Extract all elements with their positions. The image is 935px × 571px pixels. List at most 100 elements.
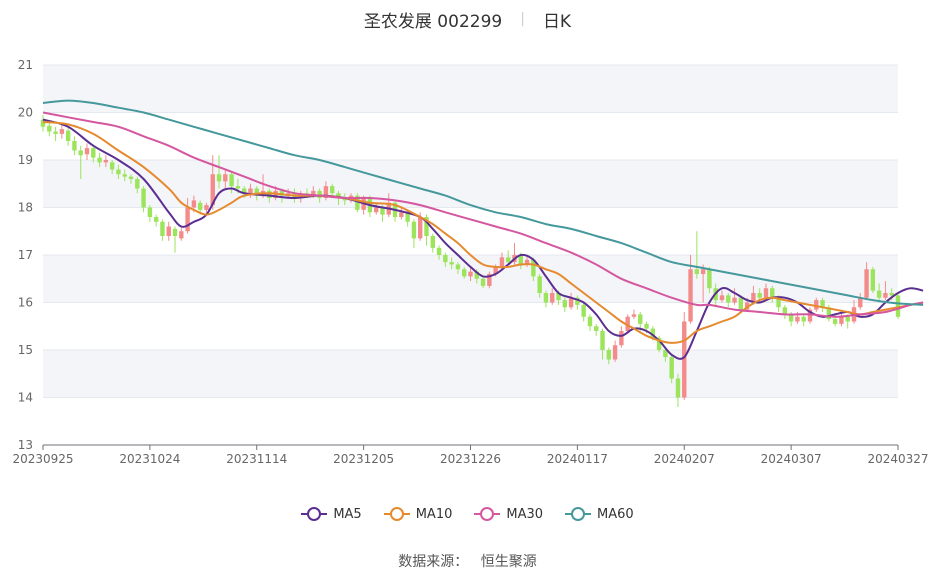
grid-band — [43, 160, 898, 208]
ma-line-ma5 — [42, 118, 924, 360]
candle-body — [468, 271, 473, 277]
candle — [147, 205, 153, 222]
candle — [531, 257, 536, 282]
candle-body — [210, 174, 215, 206]
candle-body — [493, 266, 498, 274]
x-tick-label: 20231226 — [440, 452, 501, 466]
y-tick-label: 18 — [18, 201, 33, 215]
legend-label: MA10 — [415, 506, 453, 522]
candle-body — [179, 231, 184, 239]
candle-body — [399, 212, 404, 217]
candle-body — [141, 188, 146, 208]
legend-item-ma5[interactable]: MA5 — [301, 506, 362, 522]
candle — [399, 207, 404, 220]
candle — [851, 300, 857, 324]
candle — [612, 340, 618, 362]
candle — [455, 262, 461, 274]
candle — [719, 290, 725, 303]
candle-body — [405, 212, 410, 222]
candle — [675, 373, 681, 407]
candle — [575, 295, 580, 310]
candle-body — [619, 331, 624, 346]
candle-body — [323, 186, 329, 198]
candle-body — [650, 328, 656, 339]
candle — [443, 252, 448, 267]
candle-body — [197, 202, 203, 210]
candle-body — [172, 228, 178, 236]
candle-body — [606, 350, 612, 360]
candle — [487, 271, 492, 289]
candle-body — [663, 350, 668, 358]
x-tick-label: 20231205 — [333, 452, 394, 466]
ma-line-ma60 — [42, 99, 924, 306]
legend-item-ma30[interactable]: MA30 — [474, 507, 543, 522]
legend-swatch — [565, 507, 592, 521]
candle-body — [543, 293, 549, 303]
candle-body — [153, 217, 159, 222]
candle-body — [254, 188, 259, 196]
candle-body — [204, 205, 209, 210]
legend-item-ma10[interactable]: MA10 — [383, 506, 453, 522]
x-tick-label: 20240307 — [761, 452, 822, 466]
candle-body — [241, 188, 247, 194]
y-tick-label: 15 — [18, 343, 33, 357]
candle — [65, 126, 71, 146]
candle — [216, 155, 222, 189]
candle-body — [587, 316, 593, 327]
title-separator: | — [520, 11, 525, 27]
legend-item-ma60[interactable]: MA60 — [565, 507, 634, 522]
candle — [223, 169, 228, 189]
candle-body — [91, 148, 96, 158]
y-tick-label: 13 — [18, 438, 33, 452]
candle — [91, 145, 96, 163]
legend-swatch — [474, 507, 501, 521]
candle-body — [638, 314, 643, 324]
candle-body — [556, 293, 561, 301]
candle-body — [430, 236, 435, 248]
candle — [782, 304, 788, 320]
candle-body — [788, 314, 794, 322]
candle — [707, 266, 712, 293]
candle-body — [462, 269, 467, 277]
candle-body — [682, 321, 687, 398]
candle-body — [418, 217, 423, 239]
candle-body — [424, 217, 429, 236]
candle-body — [216, 174, 222, 182]
period-label: 日K — [542, 11, 572, 32]
candle — [153, 214, 159, 227]
candle-body — [751, 293, 756, 303]
grid-band — [43, 65, 898, 113]
y-tick-label: 21 — [18, 58, 33, 72]
legend-label: MA5 — [333, 506, 362, 522]
candle — [770, 285, 775, 303]
candle-body — [65, 130, 71, 141]
candle — [870, 266, 876, 293]
candle-body — [336, 193, 341, 198]
candle — [122, 169, 127, 182]
candle-body — [839, 316, 844, 324]
y-tick-label: 17 — [18, 248, 33, 262]
candle-body — [518, 255, 523, 265]
candle-body — [229, 174, 234, 187]
legend-label: MA60 — [597, 506, 634, 522]
x-tick-label: 20231114 — [226, 452, 287, 466]
x-axis: 20230925 20231024 20231114 20231205 20231226… — [12, 444, 929, 466]
candle — [656, 335, 662, 353]
candle-body — [820, 300, 825, 308]
candle — [185, 198, 190, 234]
candle-body — [738, 297, 744, 310]
source-value: 恒生聚源 — [480, 554, 537, 570]
candle — [78, 145, 83, 179]
candle — [179, 226, 184, 241]
candle — [543, 290, 549, 308]
candle-body — [480, 278, 486, 286]
candle-body — [594, 326, 599, 331]
candle-body — [550, 293, 555, 303]
candle — [568, 293, 574, 310]
candle-body — [248, 188, 253, 194]
candle-body — [763, 288, 769, 298]
candle — [204, 202, 209, 215]
candle-body — [185, 207, 190, 232]
y-tick-label: 16 — [18, 296, 33, 310]
